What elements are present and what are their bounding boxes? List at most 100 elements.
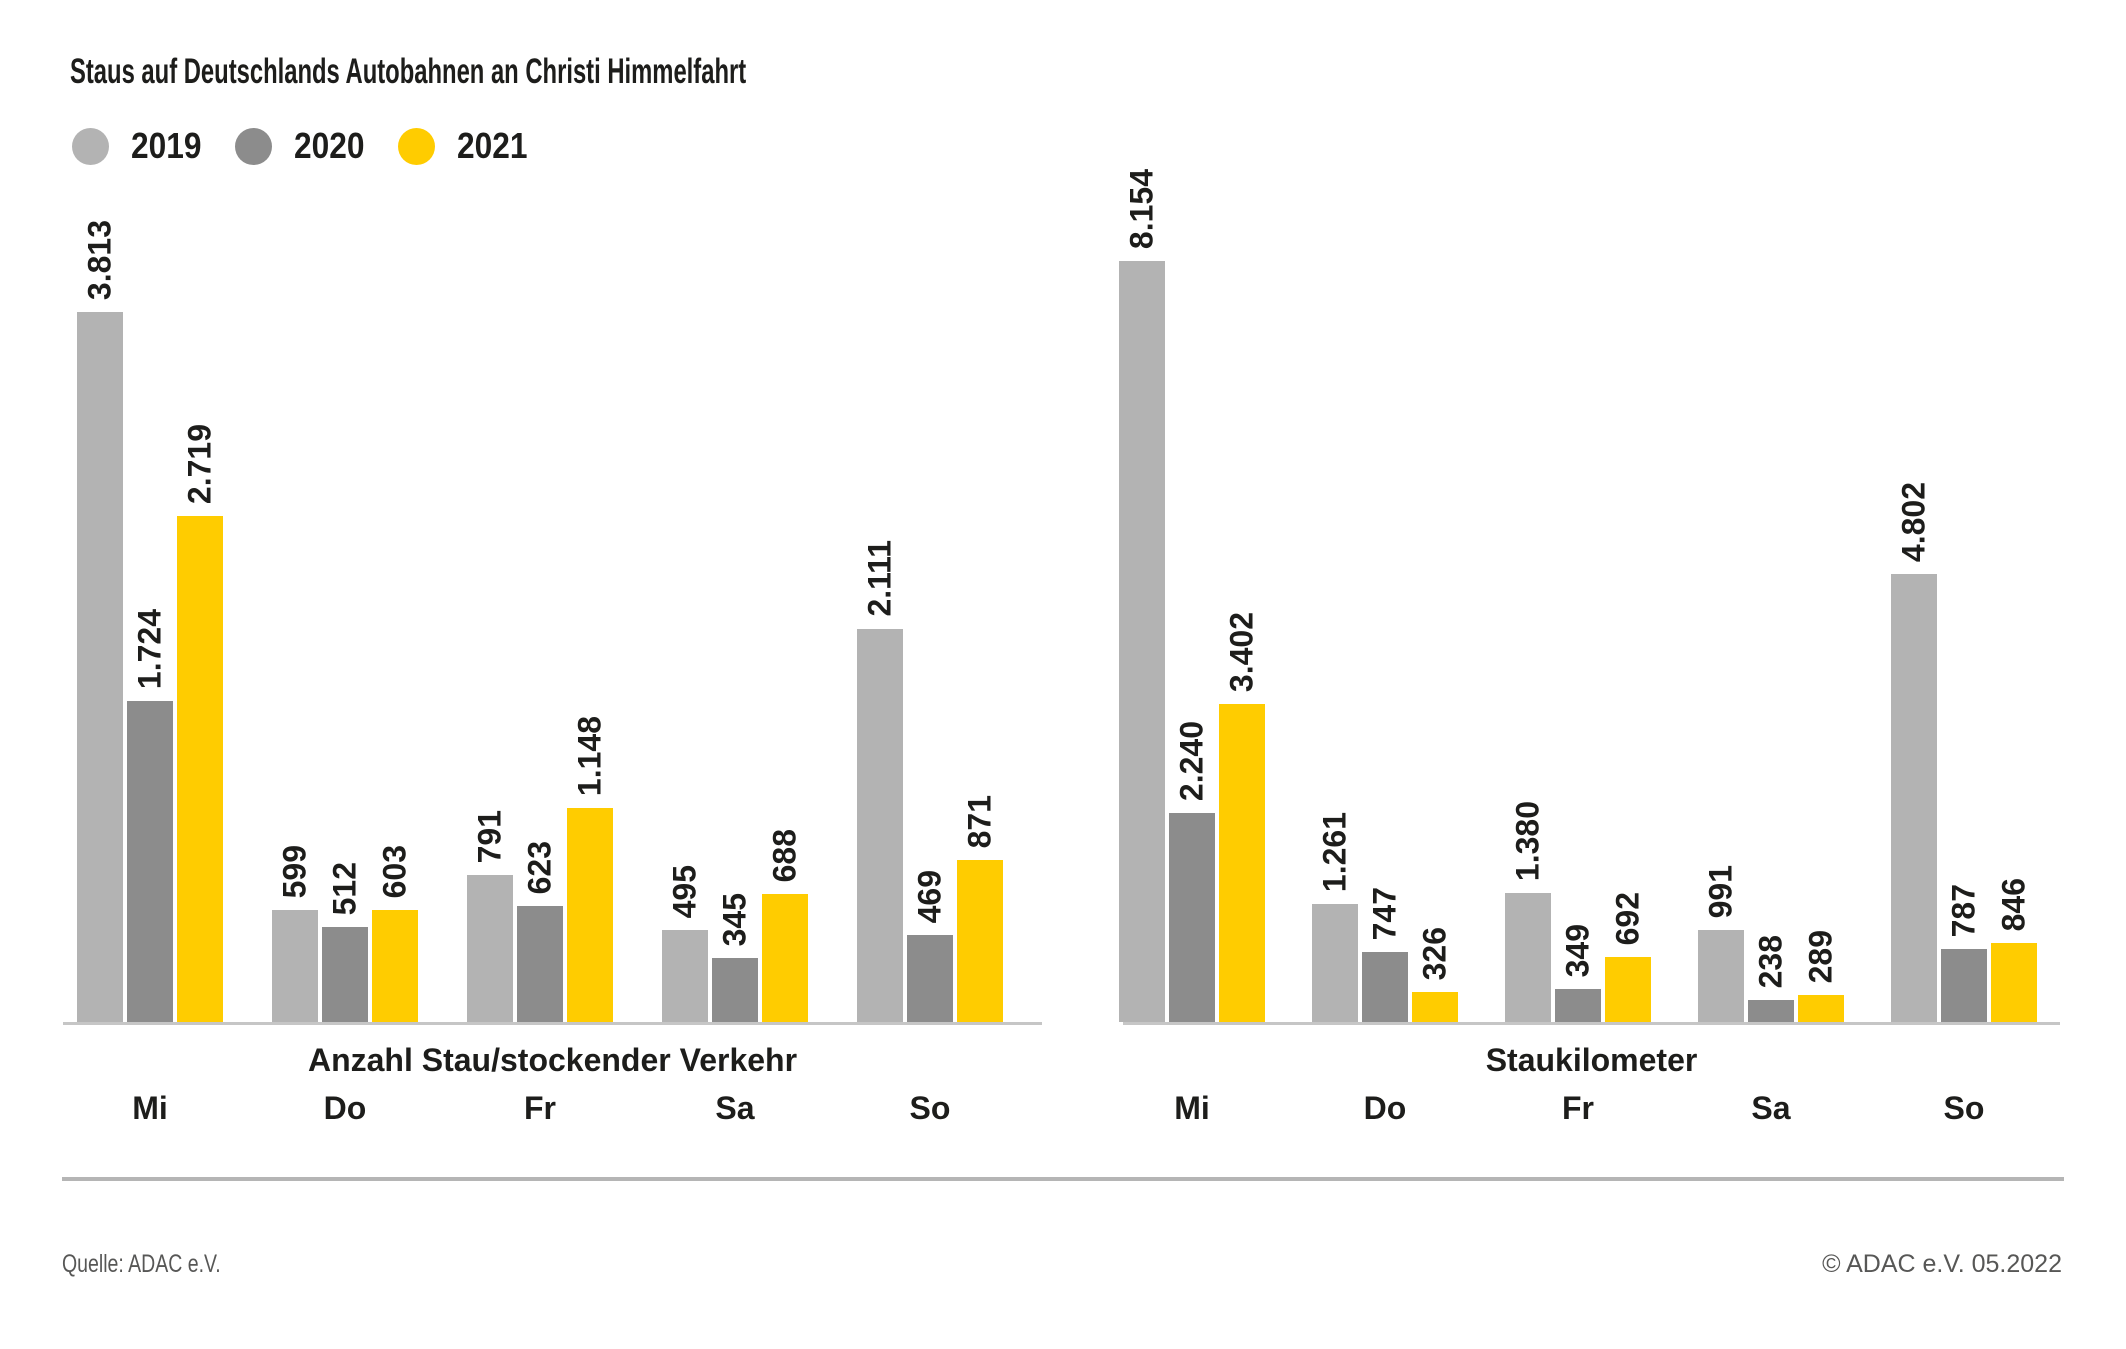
- bar-value-label: 349: [1559, 923, 1596, 977]
- bar-group-So: 2.111 469 871: [857, 252, 1003, 1022]
- bar-2020-Fr: 623: [517, 841, 563, 1022]
- bar-value-label: 791: [471, 809, 508, 863]
- bar-value-label: 1.261: [1316, 811, 1353, 892]
- bar-group-Mi: 3.813 1.724 2.719: [77, 220, 223, 1022]
- bar-2019-Do: 1.261: [1312, 812, 1358, 1022]
- bar-group-Mi: 8.154 2.240 3.402: [1119, 169, 1265, 1022]
- day-label-So: So: [909, 1090, 951, 1126]
- bar-value-label: 238: [1752, 934, 1789, 988]
- bar-2019-So: 2.111: [857, 540, 903, 1022]
- legend-item-2021: 2021: [398, 125, 537, 167]
- x-axis-line: [63, 1022, 1042, 1025]
- bar-value-label: 846: [1995, 877, 2032, 931]
- bar-group-Fr: 1.380 349 692: [1505, 252, 1651, 1022]
- legend-item-2020: 2020: [235, 125, 374, 167]
- plot-area: 3.813 1.724 2.719 599 512 603 791 623 1.148 495 34…: [63, 220, 1042, 1022]
- bar-2019-So: 4.802: [1891, 482, 1937, 1022]
- legend-dot-icon: [72, 127, 109, 165]
- bar-value-label: 871: [961, 794, 998, 848]
- bar-2019-Mi: 8.154: [1119, 169, 1165, 1022]
- bar-value-label: 1.380: [1509, 800, 1546, 881]
- day-label-Sa: Sa: [1751, 1090, 1791, 1126]
- footer-divider: [62, 1177, 2064, 1181]
- legend-label: 2020: [294, 125, 365, 166]
- bar-value-label: 603: [376, 844, 413, 898]
- bar-value-label: 469: [911, 869, 948, 923]
- bar-2021-So: 846: [1991, 878, 2037, 1022]
- bar-2019-Sa: 991: [1698, 865, 1744, 1022]
- day-label-Do: Do: [1363, 1090, 1407, 1126]
- bar-value-label: 688: [766, 828, 803, 882]
- bar-2019-Sa: 495: [662, 865, 708, 1022]
- bar-value-label: 345: [716, 892, 753, 946]
- bar-group-Do: 1.261 747 326: [1312, 252, 1458, 1022]
- legend-item-2019: 2019: [72, 125, 211, 167]
- day-label-Fr: Fr: [1562, 1090, 1594, 1126]
- bar-group-Sa: 495 345 688: [662, 252, 808, 1022]
- bar-value-label: 512: [326, 861, 363, 915]
- bar-2021-So: 871: [957, 795, 1003, 1022]
- day-label-So: So: [1943, 1090, 1985, 1126]
- bar-value-label: 495: [666, 864, 703, 918]
- bar-value-label: 8.154: [1123, 168, 1160, 249]
- bar-value-label: 692: [1609, 891, 1646, 945]
- bar-2019-Fr: 791: [467, 810, 513, 1022]
- plot-area: 8.154 2.240 3.402 1.261 747 326 1.380 349 692 991…: [1119, 169, 2060, 1022]
- bar-group-Do: 599 512 603: [272, 252, 418, 1022]
- bar-2021-Fr: 692: [1605, 892, 1651, 1022]
- bar-2019-Mi: 3.813: [77, 220, 123, 1022]
- bar-2021-Sa: 688: [762, 829, 808, 1022]
- legend: 2019 2020 2021: [72, 125, 537, 167]
- page-title: Staus auf Deutschlands Autobahnen an Chr…: [70, 52, 747, 91]
- bar-group-Fr: 791 623 1.148: [467, 252, 613, 1022]
- bar-value-label: 2.111: [861, 540, 898, 617]
- bar-2021-Do: 603: [372, 845, 418, 1022]
- bar-value-label: 991: [1702, 864, 1739, 918]
- bar-2020-Fr: 349: [1555, 924, 1601, 1022]
- legend-label: 2021: [457, 125, 528, 166]
- day-label-Do: Do: [323, 1090, 367, 1126]
- legend-label: 2019: [131, 125, 202, 166]
- bar-value-label: 623: [521, 840, 558, 894]
- bar-2021-Do: 326: [1412, 927, 1458, 1022]
- bar-group-Sa: 991 238 289: [1698, 252, 1844, 1022]
- bar-value-label: 747: [1366, 886, 1403, 940]
- bar-value-label: 4.802: [1895, 481, 1932, 562]
- bar-value-label: 2.240: [1173, 720, 1210, 801]
- bar-value-label: 599: [276, 844, 313, 898]
- bar-2020-Do: 512: [322, 862, 368, 1022]
- bar-2021-Mi: 2.719: [177, 424, 223, 1022]
- legend-dot-icon: [398, 127, 436, 165]
- bar-2020-Sa: 238: [1748, 935, 1794, 1022]
- bar-2020-Mi: 1.724: [127, 609, 173, 1022]
- chart-anzahl-stau: 3.813 1.724 2.719 599 512 603 791 623 1.148 495 34…: [63, 220, 1042, 1130]
- x-axis-line: [1123, 1022, 2060, 1025]
- bar-2021-Fr: 1.148: [567, 716, 613, 1022]
- source-text: Quelle: ADAC e.V.: [62, 1250, 221, 1278]
- chart-caption: Anzahl Stau/stockender Verkehr: [307, 1042, 798, 1078]
- bar-2020-Mi: 2.240: [1169, 721, 1215, 1022]
- bar-2019-Fr: 1.380: [1505, 801, 1551, 1022]
- chart-staukilometer: 8.154 2.240 3.402 1.261 747 326 1.380 349 692 991…: [1119, 169, 2060, 1130]
- bar-2020-So: 469: [907, 870, 953, 1022]
- bar-2019-Do: 599: [272, 845, 318, 1022]
- day-label-Fr: Fr: [524, 1090, 556, 1126]
- bar-value-label: 1.148: [571, 715, 608, 796]
- bar-value-label: 3.402: [1223, 611, 1260, 692]
- bar-value-label: 1.724: [131, 608, 168, 689]
- bar-group-So: 4.802 787 846: [1891, 252, 2037, 1022]
- bar-value-label: 3.813: [81, 219, 118, 300]
- day-label-Mi: Mi: [132, 1090, 168, 1126]
- bar-value-label: 787: [1945, 883, 1982, 937]
- day-label-Mi: Mi: [1174, 1090, 1210, 1126]
- bar-2021-Mi: 3.402: [1219, 612, 1265, 1022]
- copyright-text: © ADAC e.V. 05.2022: [1822, 1250, 2062, 1278]
- legend-dot-icon: [235, 127, 273, 165]
- bar-2020-Do: 747: [1362, 887, 1408, 1022]
- bar-value-label: 2.719: [181, 423, 218, 504]
- bar-2020-So: 787: [1941, 884, 1987, 1022]
- chart-caption: Staukilometer: [1485, 1042, 1698, 1078]
- bar-value-label: 289: [1802, 929, 1839, 983]
- bar-2021-Sa: 289: [1798, 930, 1844, 1022]
